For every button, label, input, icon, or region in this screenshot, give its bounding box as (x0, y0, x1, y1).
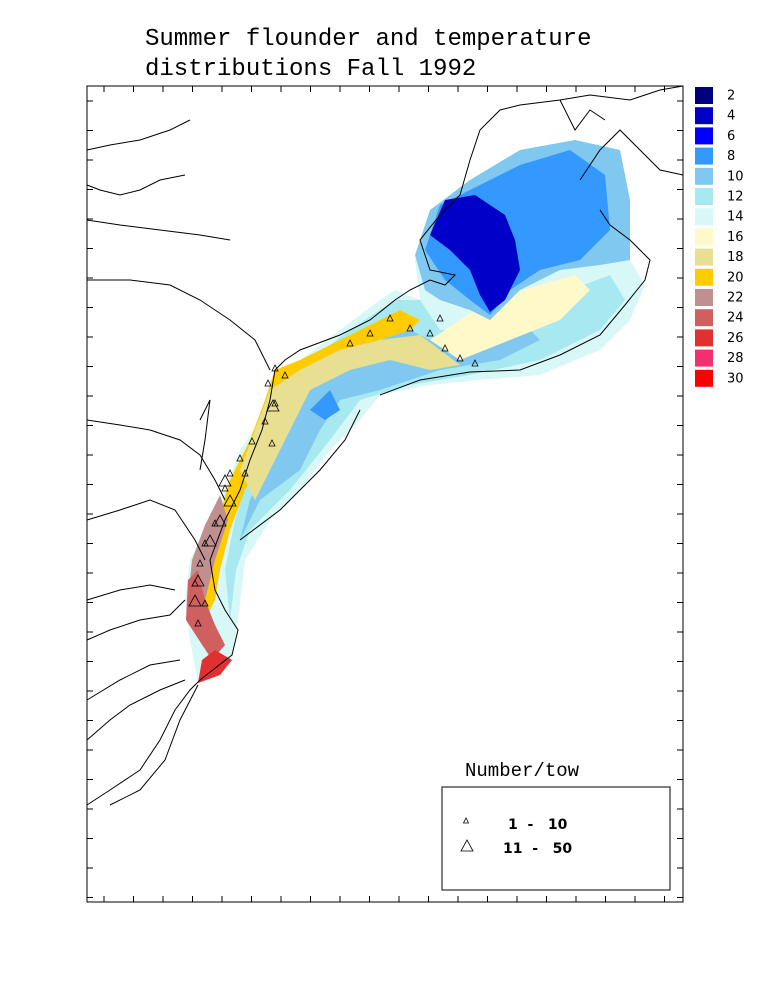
catch-legend-label: 11 - 50 (503, 841, 572, 857)
legend-swatch (695, 248, 713, 266)
legend-label: 16 (727, 230, 744, 245)
legend-label: 18 (727, 250, 744, 265)
catch-legend-symbol (462, 817, 470, 824)
legend-swatch (695, 188, 713, 205)
legend-label: 20 (727, 270, 744, 285)
legend-label: 24 (727, 311, 744, 326)
catch-legend-box (441, 786, 671, 891)
catch-legend-label: 1 - 10 (508, 817, 568, 833)
legend-swatch (695, 228, 713, 246)
station-markers (188, 314, 479, 627)
legend-label: 28 (727, 351, 744, 366)
title-line: Summer flounder and temperature (145, 26, 591, 53)
legend-swatch (695, 369, 713, 387)
legend-swatch (695, 127, 713, 145)
legend-label: 2 (727, 89, 735, 104)
title-line: distributions Fall 1992 (145, 56, 476, 83)
legend-label: 14 (727, 210, 744, 225)
legend-label: 6 (727, 129, 735, 144)
coastline (86, 85, 684, 806)
legend-swatch (695, 87, 713, 104)
legend-swatch (695, 147, 713, 165)
legend-label: 10 (727, 169, 744, 184)
legend-label: 4 (727, 109, 735, 124)
temperature-field (185, 140, 645, 683)
legend-swatch (695, 309, 713, 327)
legend-swatch (695, 268, 713, 286)
legend-label: 12 (727, 190, 744, 205)
legend-swatch (695, 167, 713, 185)
legend-label: 26 (727, 331, 744, 346)
legend-swatch (695, 289, 713, 306)
legend-swatch (695, 349, 713, 367)
legend-swatch (695, 329, 713, 347)
legend-swatch (695, 107, 713, 125)
legend-label: 22 (727, 291, 744, 306)
catch-legend-symbol (460, 839, 474, 852)
frame-ticks (87, 86, 683, 902)
legend-label: 8 (727, 149, 735, 164)
legend-swatch (695, 208, 713, 226)
legend-label: 30 (727, 371, 744, 386)
catch-legend-title: Number/tow (465, 760, 580, 782)
